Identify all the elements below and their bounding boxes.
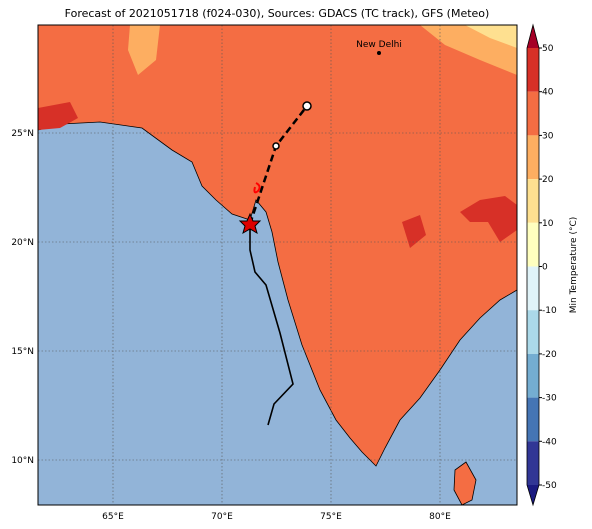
colorbar-tick-label: 10	[542, 219, 554, 229]
colorbar-band	[527, 222, 539, 267]
cool-patch	[465, 25, 517, 48]
colorbar-extend	[527, 25, 539, 48]
city-label: New Delhi	[356, 40, 402, 50]
colorbar-tick-label: -40	[542, 437, 557, 447]
colorbar-band	[527, 48, 539, 92]
colorbar-tick-label: -20	[542, 350, 557, 360]
land	[37, 24, 518, 467]
track-point	[272, 142, 280, 150]
lon-label: 80°E	[429, 512, 451, 522]
track-point	[302, 101, 312, 111]
lat-label: 10°N	[11, 456, 34, 466]
colorbar-band	[527, 441, 539, 485]
warm-patch	[460, 196, 517, 242]
colorbar-band	[527, 179, 539, 223]
colorbar-tick-label: 40	[542, 88, 554, 98]
sri-lanka	[453, 461, 477, 506]
city-marker	[377, 51, 381, 55]
map-frame	[37, 24, 518, 506]
colorbar-band	[527, 266, 539, 311]
colorbar-tick-label: 30	[542, 131, 554, 141]
lon-label: 75°E	[320, 512, 342, 522]
cool-patch	[128, 25, 160, 75]
colorbar-band	[527, 310, 539, 354]
colorbar-tick-label: -50	[542, 481, 557, 491]
colorbar-label: Min Temperature (°C)	[569, 217, 579, 314]
colorbar-band	[527, 91, 539, 136]
graticule	[38, 25, 517, 505]
warm-patch	[38, 102, 78, 130]
lat-label: 25°N	[11, 129, 34, 139]
colorbar-tick-label: 20	[542, 175, 554, 185]
lon-label: 70°E	[211, 512, 233, 522]
lon-label: 65°E	[102, 512, 124, 522]
lon-labels: 65°E 70°E 75°E 80°E	[102, 512, 451, 522]
colorbar-band	[527, 135, 539, 180]
colorbar-tick-label: -30	[542, 394, 557, 404]
title: Forecast of 2021051718 (f024-030), Sourc…	[65, 7, 490, 20]
colorbar-tick-label: 50	[542, 44, 554, 54]
colorbar-extend	[527, 485, 539, 505]
colorbar-tick-label: 0	[542, 263, 548, 273]
lat-label: 15°N	[11, 347, 34, 357]
past-track	[249, 224, 294, 426]
colorbar: 50 40 30 20 10 0 -10 -20 -30 -40 -50	[526, 23, 557, 507]
colorbar-tick-label: -10	[542, 306, 557, 316]
current-position	[238, 212, 262, 235]
warm-patch	[402, 215, 426, 248]
cyclone-symbol	[253, 182, 261, 194]
colorbar-band	[527, 353, 539, 398]
lat-labels: 25°N 20°N 15°N 10°N	[11, 129, 34, 466]
lat-label: 20°N	[11, 238, 34, 248]
colorbar-band	[527, 397, 539, 442]
